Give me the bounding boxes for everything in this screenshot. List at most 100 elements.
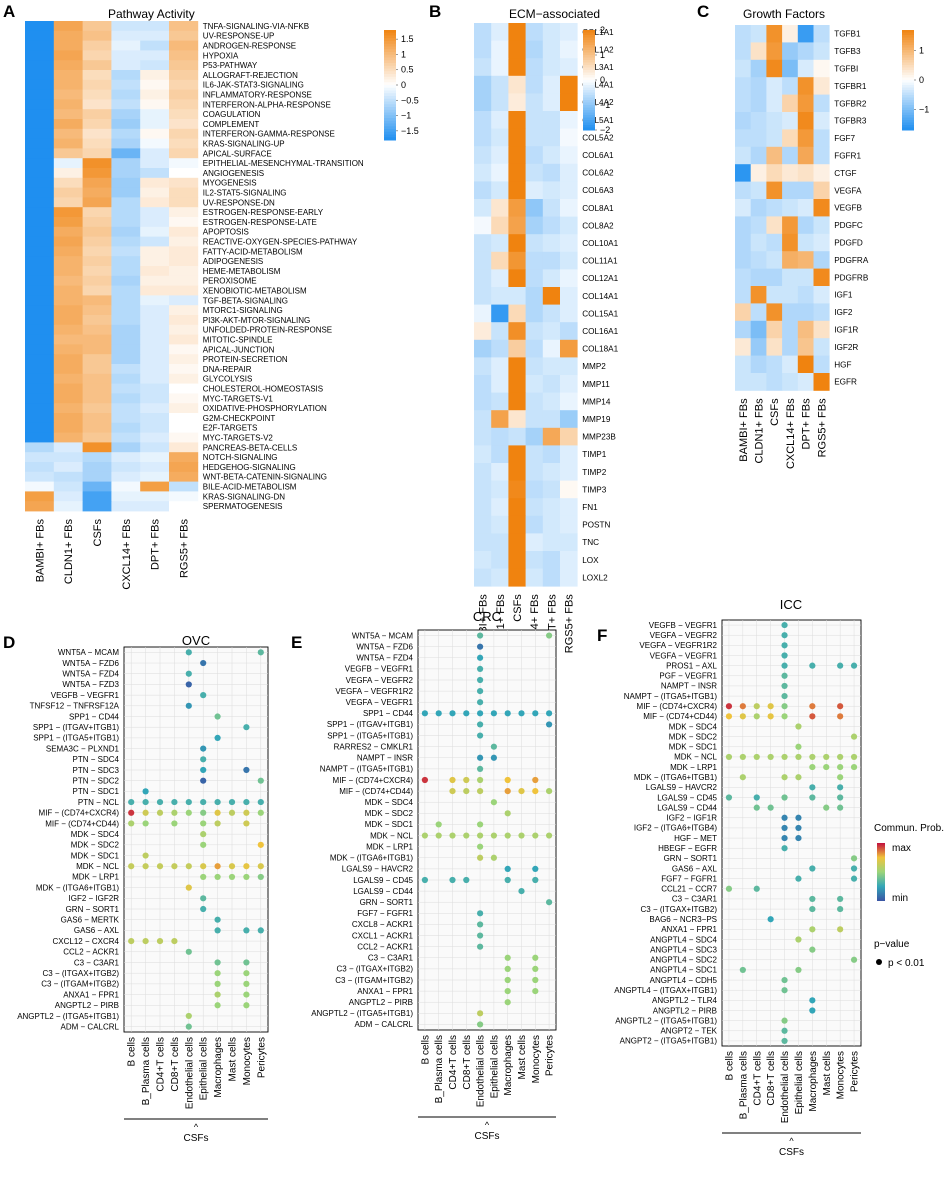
- heatmap-cell: [82, 109, 112, 120]
- row-label: WNT-BETA-CATENIN-SIGNALING: [203, 473, 327, 482]
- row-label: ANDROGEN-RESPONSE: [203, 42, 296, 51]
- interaction-dot: [532, 988, 539, 995]
- row-label: E2F-TARGETS: [203, 424, 258, 433]
- heatmap-cell: [542, 269, 561, 288]
- heatmap-cell: [560, 515, 578, 534]
- heatmap-cell: [140, 60, 170, 71]
- row-label: ANGPTL4 − (ITGAX+ITGB1): [614, 986, 717, 995]
- heatmap-cell: [525, 410, 544, 429]
- row-label: SPP1 − (ITGAV+ITGB1): [327, 720, 413, 729]
- heatmap-cell: [111, 471, 141, 482]
- row-label: ANGIOGENESIS: [203, 169, 264, 178]
- heatmap-cell: [542, 515, 561, 534]
- row-label: COL6A3: [582, 186, 614, 195]
- interaction-dot: [837, 763, 844, 771]
- heatmap-cell: [782, 25, 799, 43]
- heatmap-cell: [25, 128, 55, 139]
- colorbar-segment: [384, 85, 396, 89]
- row-label: ADM − CALCRL: [355, 1020, 414, 1029]
- colorbar-segment: [583, 65, 595, 68]
- colorbar-segment: [902, 90, 914, 93]
- heatmap-cell: [735, 268, 752, 287]
- heatmap-cell: [140, 236, 170, 247]
- row-label: COMPLEMENT: [203, 120, 260, 129]
- heatmap-cell: [25, 295, 55, 306]
- interaction-dot: [781, 794, 788, 801]
- interaction-dot: [214, 959, 221, 966]
- colorbar-segment: [583, 60, 595, 63]
- heatmap-cell: [140, 383, 170, 394]
- heatmap-cell: [82, 187, 112, 198]
- row-label: COL4A2: [582, 98, 614, 107]
- interaction-dot: [490, 754, 497, 761]
- interaction-dot: [781, 753, 788, 761]
- heatmap-cell: [140, 364, 170, 375]
- row-label: NOTCH-SIGNALING: [203, 453, 278, 462]
- colorbar-segment: [902, 97, 914, 101]
- heatmap-cell: [53, 60, 83, 71]
- interaction-dot: [795, 875, 802, 882]
- colorbar-segment: [384, 126, 396, 130]
- colorbar-segment: [583, 100, 595, 103]
- heatmap-cell: [766, 77, 783, 95]
- heatmap-cell: [25, 266, 55, 277]
- row-label: MDK − SDC1: [71, 851, 120, 860]
- heatmap-cell: [140, 40, 170, 51]
- interaction-dot: [185, 863, 192, 870]
- heatmap-cell: [735, 129, 752, 148]
- interaction-dot: [477, 665, 484, 672]
- column-label: CSFs: [92, 519, 104, 547]
- heatmap-cell: [53, 70, 83, 81]
- heatmap-cell: [491, 551, 509, 569]
- interaction-dot: [532, 788, 539, 795]
- heatmap-cell: [508, 128, 526, 147]
- interaction-dot: [837, 895, 844, 903]
- heatmap-cell: [797, 112, 814, 130]
- colorbar-tick-label: −1: [401, 111, 411, 121]
- heatmap-cell: [813, 42, 830, 61]
- colorbar-segment: [902, 65, 914, 68]
- heatmap-cell: [140, 354, 170, 365]
- interaction-dot: [837, 662, 844, 669]
- row-label: COL5A1: [582, 116, 614, 125]
- heatmap-cell: [53, 315, 83, 326]
- legend-pvalue-dot: [876, 959, 882, 965]
- heatmap-cell: [111, 99, 141, 110]
- interaction-dot: [200, 895, 207, 902]
- row-label: ANGPT2 − TEK: [660, 1027, 717, 1036]
- plot-frame: [721, 619, 862, 1047]
- heatmap-cell: [169, 50, 199, 61]
- colorbar-segment: [583, 90, 595, 93]
- interaction-dot: [171, 820, 178, 827]
- colorbar-segment: [583, 75, 595, 78]
- heatmap-cell: [169, 99, 199, 110]
- colorbar-segment: [902, 50, 914, 53]
- colorbar-segment: [384, 32, 396, 36]
- column-label: RGS5+ FBs: [178, 519, 190, 578]
- heatmap-cell: [474, 287, 492, 305]
- colorbar-segment: [902, 42, 914, 46]
- heatmap-cell: [766, 373, 783, 391]
- interaction-dot: [477, 643, 484, 650]
- heatmap-cell: [750, 216, 767, 235]
- colorbar-segment: [583, 67, 595, 71]
- heatmap-cell: [53, 217, 83, 228]
- row-label: LOX: [582, 556, 599, 565]
- heatmap-cell: [735, 303, 752, 322]
- heatmap-cell: [542, 128, 561, 147]
- heatmap-cell: [82, 295, 112, 306]
- plot-frame: [417, 629, 557, 1031]
- heatmap-cell: [542, 23, 561, 41]
- heatmap-cell: [508, 23, 526, 41]
- heatmap-cell: [525, 568, 544, 587]
- interaction-dot: [809, 703, 816, 710]
- column-label: B cells: [127, 1037, 138, 1066]
- row-label: ANGPTL4 − SDC4: [650, 935, 717, 944]
- interaction-dot: [837, 774, 844, 781]
- column-label: Pericytes: [850, 1051, 861, 1092]
- heatmap-cell: [111, 138, 141, 149]
- colorbar-tick-label: −0.5: [401, 95, 419, 105]
- heatmap-cell: [169, 315, 199, 326]
- heatmap-cell: [797, 338, 814, 356]
- heatmap-cell: [735, 164, 752, 182]
